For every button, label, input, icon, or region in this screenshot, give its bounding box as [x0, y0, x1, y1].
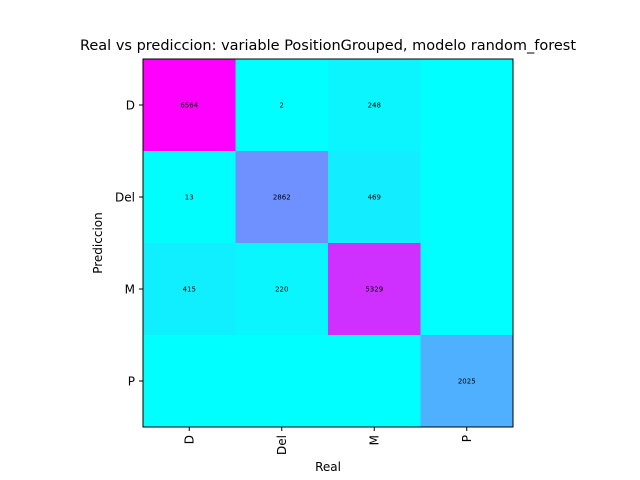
- heatmap-cell: [143, 151, 236, 244]
- y-tick-label: M: [125, 283, 135, 297]
- chart-title: Real vs prediccion: variable PositionGro…: [80, 38, 576, 54]
- cell-value-label: 5329: [365, 286, 383, 294]
- heatmap-cell: [328, 59, 421, 152]
- cell-value-label: 220: [275, 286, 288, 294]
- heatmap-cell: [235, 335, 329, 428]
- heatmap-cell: [420, 59, 514, 152]
- cell-value-label: 6564: [180, 102, 198, 110]
- y-tick-label: Del: [115, 191, 135, 205]
- x-tick-label: Del: [275, 435, 289, 455]
- heatmap-cells: [143, 59, 514, 428]
- x-axis-label: Real: [315, 460, 341, 474]
- heatmap-cell: [420, 243, 514, 336]
- heatmap-cell: [143, 59, 236, 152]
- x-tick-label: M: [367, 435, 381, 445]
- heatmap-cell: [328, 243, 421, 336]
- x-axis-ticks: D Del M P: [182, 427, 474, 455]
- y-tick-label: P: [128, 375, 135, 389]
- y-tick-label: D: [126, 99, 135, 113]
- cell-value-label: 13: [185, 194, 194, 202]
- heatmap-cell: [143, 243, 236, 336]
- cell-value-label: 469: [368, 194, 381, 202]
- plot-frame: [142, 58, 514, 428]
- heatmap-cell: [420, 151, 514, 244]
- heatmap-cell: [143, 335, 236, 428]
- heatmap-cell: [328, 151, 421, 244]
- cell-value-label: 2: [280, 102, 284, 110]
- heatmap-cell: [235, 151, 329, 244]
- heatmap-cell: [235, 243, 329, 336]
- cell-value-label: 2025: [458, 378, 476, 386]
- y-axis-ticks: D Del M P: [115, 99, 143, 389]
- cell-value-label: 415: [183, 286, 196, 294]
- x-tick-label: D: [182, 435, 196, 444]
- x-tick-label: P: [460, 435, 474, 442]
- heatmap-cell: [235, 59, 329, 152]
- heatmap-cell: [420, 335, 514, 428]
- cell-value-label: 2862: [273, 194, 291, 202]
- heatmap-cell-labels: 6564 2 248 13 2862 469 415 220 5329 2025: [180, 102, 475, 386]
- cell-value-label: 248: [368, 102, 381, 110]
- y-axis-label: Prediccion: [91, 212, 105, 274]
- heatmap-cell: [328, 335, 421, 428]
